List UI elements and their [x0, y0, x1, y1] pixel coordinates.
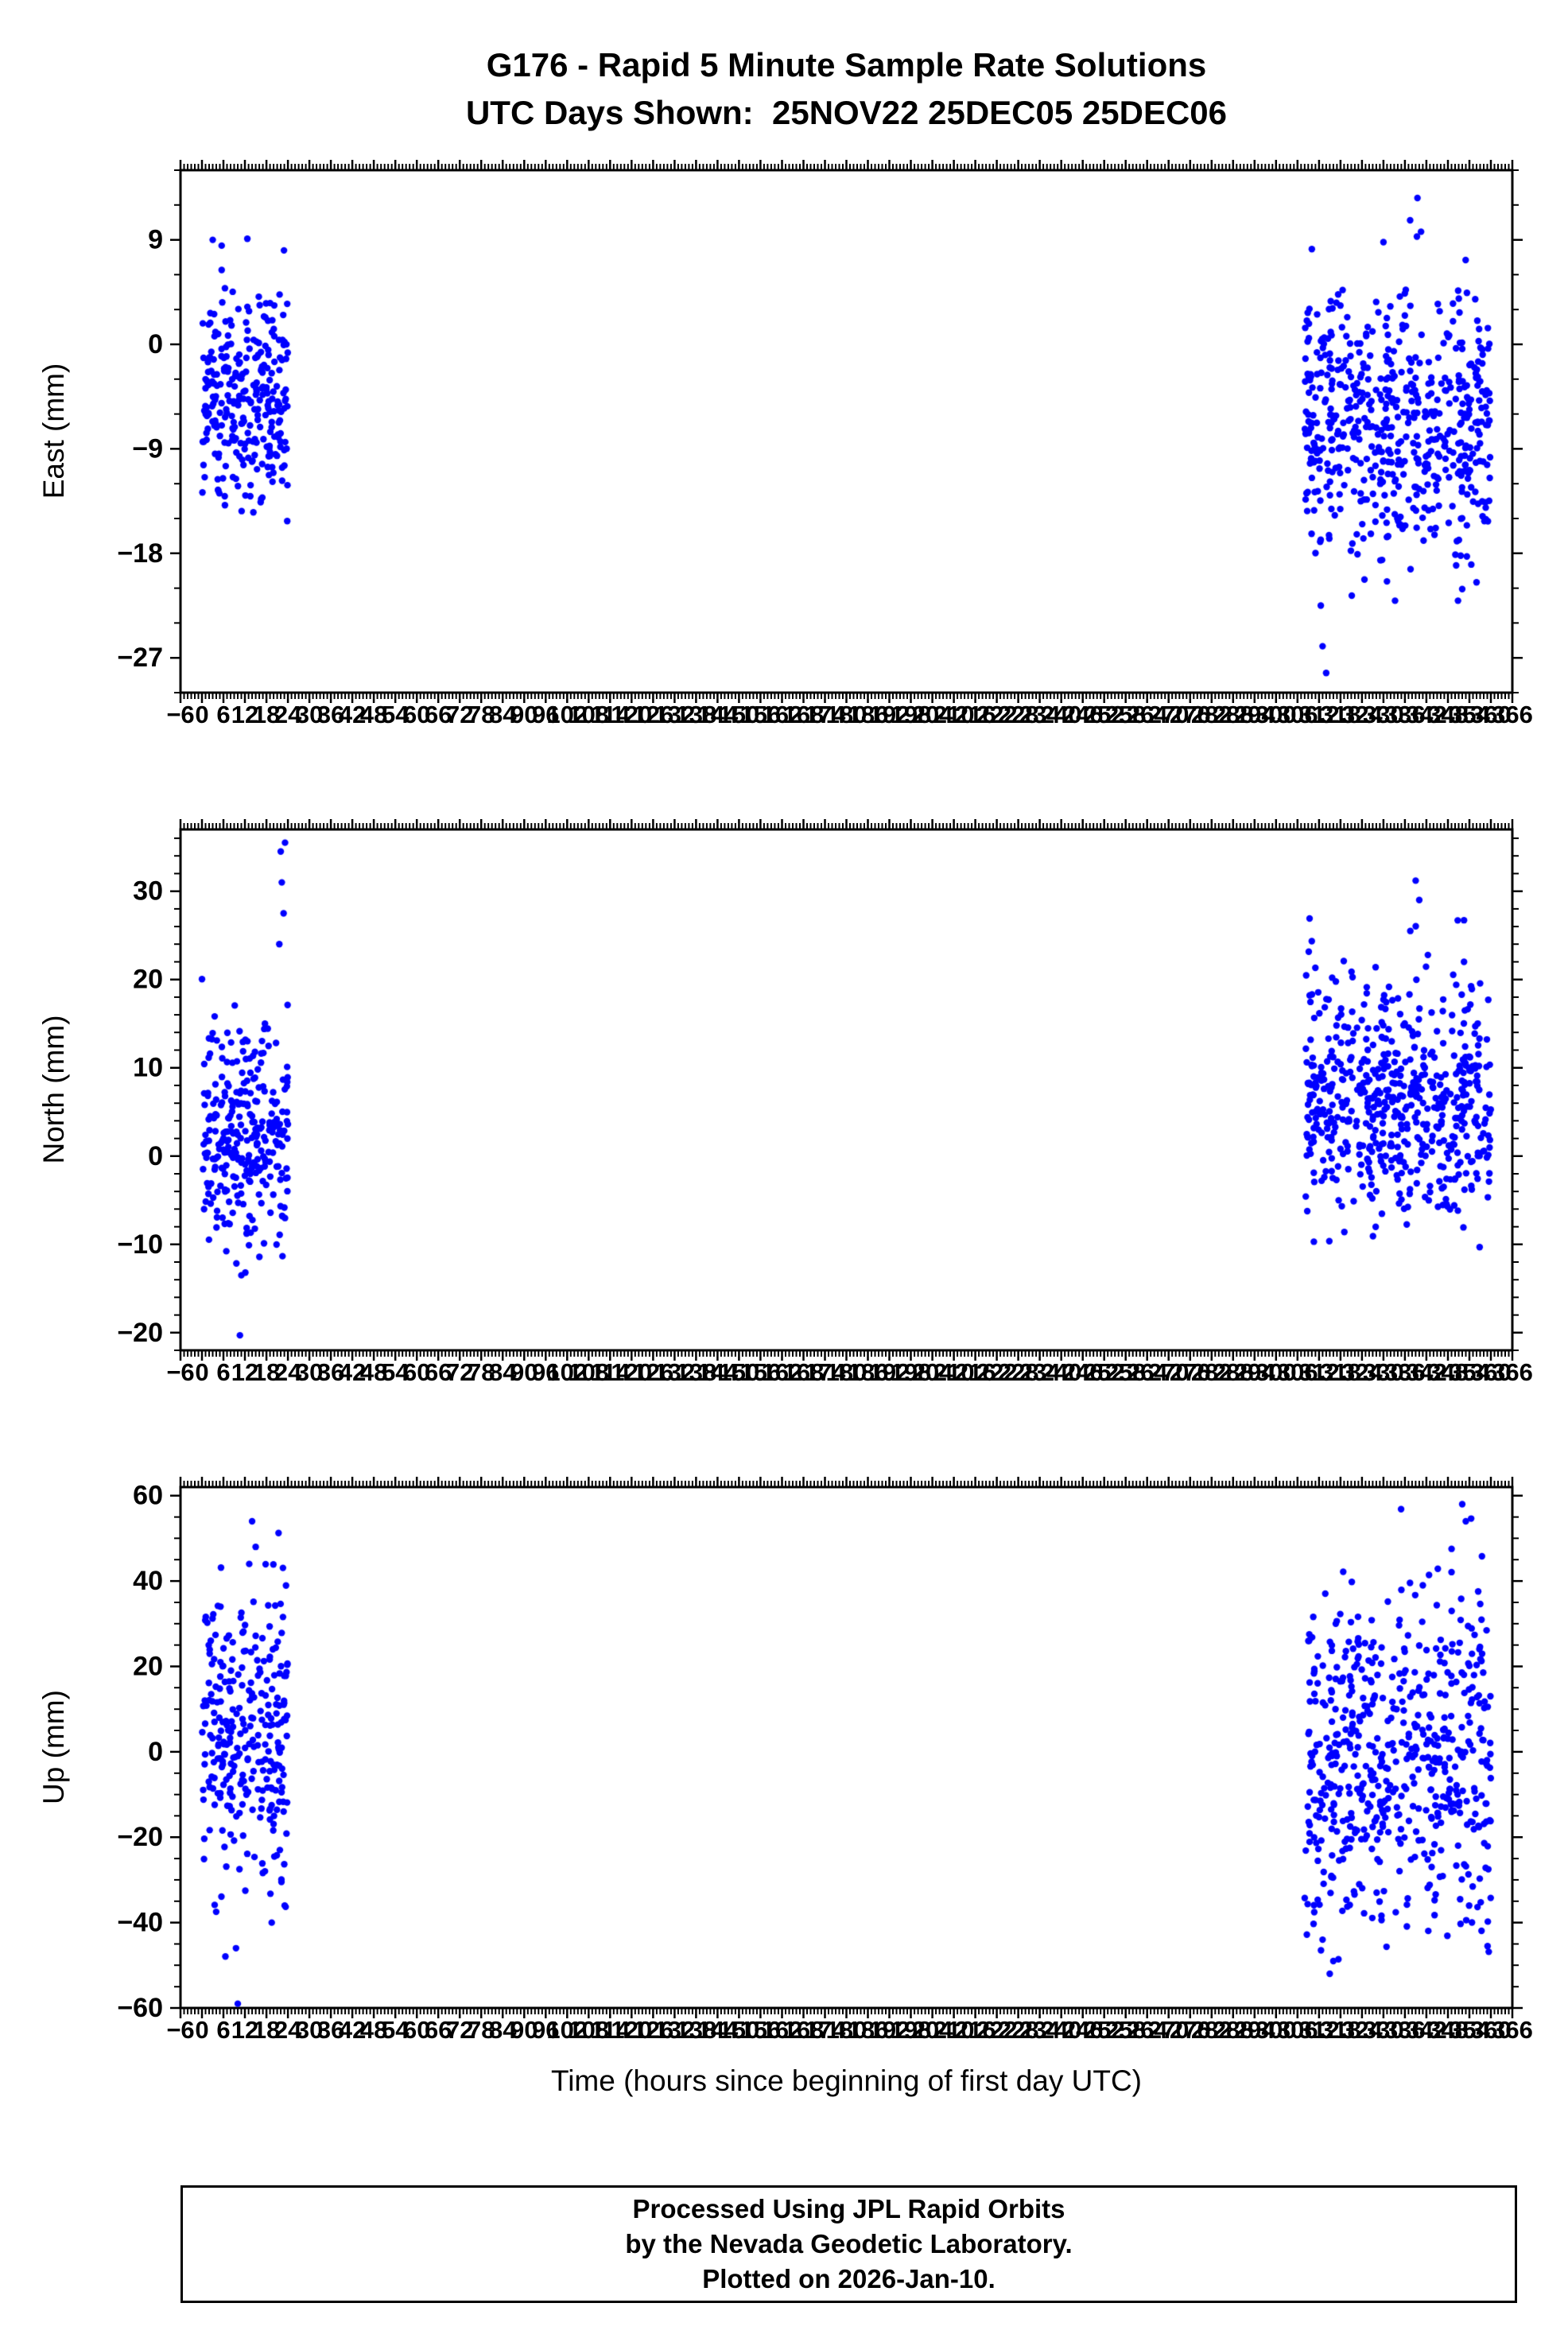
svg-text:0: 0 — [148, 1737, 163, 1767]
svg-text:9: 9 — [148, 225, 163, 255]
svg-text:−40: −40 — [117, 1908, 163, 1938]
svg-text:366: 366 — [1492, 1358, 1533, 1386]
svg-text:−18: −18 — [117, 538, 163, 569]
y-axis-label-east: East (mm) — [37, 363, 70, 499]
svg-text:0: 0 — [195, 701, 208, 728]
svg-text:20: 20 — [133, 1652, 163, 1682]
svg-text:10: 10 — [133, 1053, 163, 1083]
y-axis-label-north: North (mm) — [37, 1015, 70, 1164]
svg-text:−20: −20 — [117, 1318, 163, 1348]
svg-text:0: 0 — [195, 1358, 208, 1386]
svg-text:−6: −6 — [166, 701, 194, 728]
svg-text:−6: −6 — [166, 2016, 194, 2044]
svg-text:40: 40 — [133, 1566, 163, 1596]
svg-text:6: 6 — [216, 701, 230, 728]
footer-line-3: Plotted on 2026-Jan-10. — [702, 2264, 996, 2293]
svg-text:−27: −27 — [117, 643, 163, 673]
svg-text:0: 0 — [148, 1141, 163, 1171]
svg-text:−6: −6 — [166, 1358, 194, 1386]
svg-text:0: 0 — [148, 329, 163, 359]
svg-text:366: 366 — [1492, 701, 1533, 728]
svg-text:−9: −9 — [132, 433, 163, 464]
svg-text:−60: −60 — [117, 1993, 163, 2023]
svg-text:60: 60 — [133, 1481, 163, 1511]
x-axis-title: Time (hours since beginning of first day… — [550, 2064, 1143, 2097]
svg-text:20: 20 — [133, 965, 163, 995]
svg-text:6: 6 — [216, 1358, 230, 1386]
svg-text:−10: −10 — [117, 1229, 163, 1260]
svg-text:0: 0 — [195, 2016, 208, 2044]
svg-text:6: 6 — [216, 2016, 230, 2044]
y-axis-label-up: Up (mm) — [37, 1690, 70, 1804]
svg-text:366: 366 — [1492, 2016, 1533, 2044]
svg-text:−20: −20 — [117, 1822, 163, 1852]
footer-line-2: by the Nevada Geodetic Laboratory. — [625, 2229, 1073, 2258]
footer-box: Processed Using JPL Rapid Orbits by the … — [180, 2185, 1517, 2303]
footer-line-1: Processed Using JPL Rapid Orbits — [632, 2194, 1065, 2223]
svg-text:30: 30 — [133, 876, 163, 907]
